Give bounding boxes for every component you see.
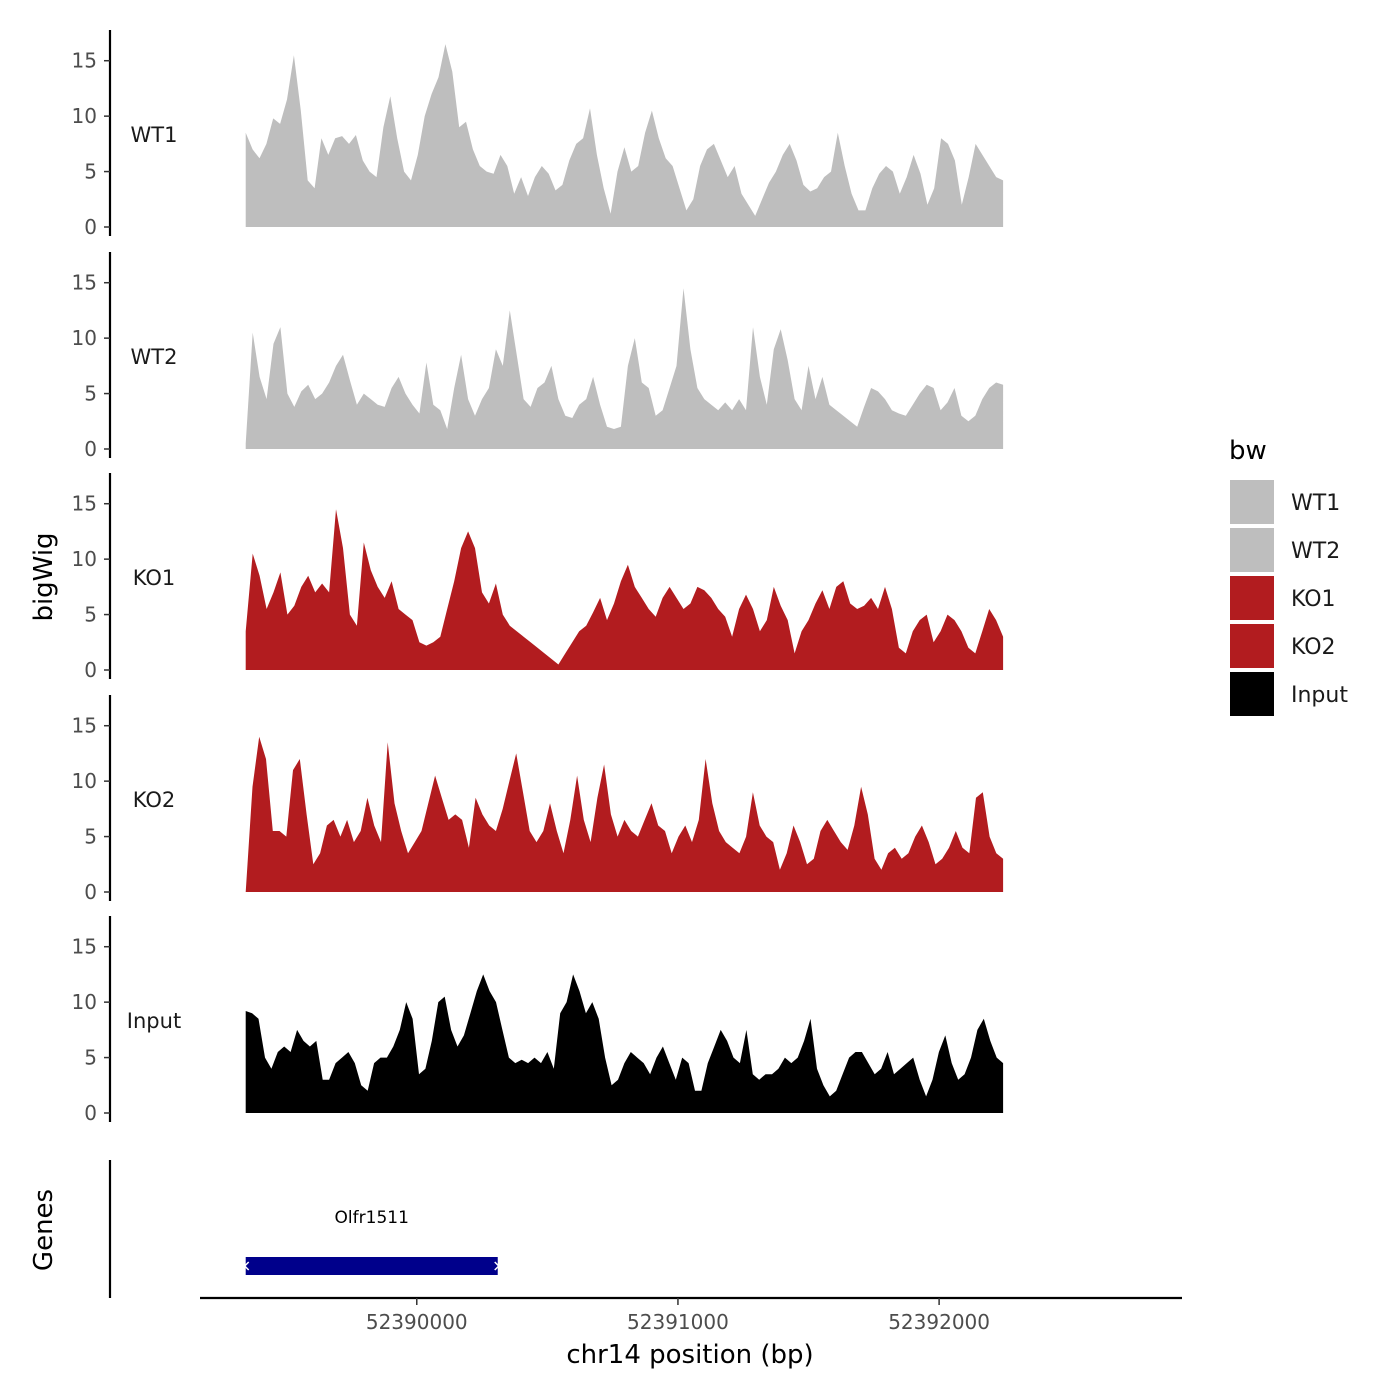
track-input: 0 5 10 15 Input bbox=[72, 916, 1004, 1125]
y-tick-label: 10 bbox=[72, 547, 97, 571]
legend-key-ko1 bbox=[1230, 576, 1274, 620]
y-tick-label: 15 bbox=[72, 492, 97, 516]
area-wt2 bbox=[245, 288, 1004, 449]
y-tick-label: 0 bbox=[84, 880, 97, 904]
gene-label: Olfr1511 bbox=[335, 1208, 409, 1228]
signal-tracks: 0 5 10 15 WT1 0 5 10 15 WT2 0 5 10 15 KO1 0 5 10 15 KO2 0 5 10… bbox=[72, 30, 1004, 1125]
area-wt1 bbox=[245, 44, 1004, 227]
y-tick-label: 0 bbox=[84, 1101, 97, 1125]
track-label-wt2: WT2 bbox=[131, 345, 178, 369]
legend-key-wt1 bbox=[1230, 480, 1274, 524]
track-ko2: 0 5 10 15 KO2 bbox=[72, 695, 1004, 904]
y-tick-label: 15 bbox=[72, 714, 97, 738]
y-tick-label: 5 bbox=[84, 1046, 97, 1070]
legend-label-input: Input bbox=[1291, 683, 1348, 708]
y-tick-label: 5 bbox=[84, 382, 97, 406]
y-tick-label: 5 bbox=[84, 825, 97, 849]
y-tick-label: 0 bbox=[84, 658, 97, 682]
y-tick-label: 0 bbox=[84, 215, 97, 239]
area-ko2 bbox=[245, 736, 1004, 892]
legend-label-ko1: KO1 bbox=[1291, 587, 1336, 612]
y-tick-label: 15 bbox=[72, 49, 97, 73]
y-tick-label: 0 bbox=[84, 437, 97, 461]
legend: bw WT1 WT2 KO1 KO2 Input bbox=[1229, 436, 1348, 716]
legend-key-wt2 bbox=[1230, 528, 1274, 572]
gene-body bbox=[245, 1257, 498, 1275]
genes-panel: Olfr1511 bbox=[108, 1160, 500, 1298]
track-label-input: Input bbox=[127, 1009, 181, 1033]
gene-strand-arrows bbox=[243, 1261, 500, 1271]
track-label-ko2: KO2 bbox=[133, 788, 176, 812]
x-tick-label: 52390000 bbox=[366, 1310, 468, 1334]
y-tick-label: 15 bbox=[72, 271, 97, 295]
y-tick-label: 10 bbox=[72, 769, 97, 793]
y-tick-label: 5 bbox=[84, 603, 97, 627]
area-input bbox=[245, 974, 1004, 1113]
legend-key-ko2 bbox=[1230, 624, 1274, 668]
track-wt1: 0 5 10 15 WT1 bbox=[72, 30, 1004, 239]
genes-axis-title: Genes bbox=[29, 1189, 59, 1271]
track-label-wt1: WT1 bbox=[131, 123, 178, 147]
x-axis-title: chr14 position (bp) bbox=[566, 1340, 813, 1370]
x-tick-label: 52391000 bbox=[627, 1310, 729, 1334]
area-ko1 bbox=[245, 509, 1004, 670]
x-axis: 52390000 52391000 52392000 bbox=[200, 1296, 1182, 1334]
y-axis-title: bigWig bbox=[29, 532, 59, 621]
y-tick-label: 5 bbox=[84, 160, 97, 184]
legend-label-ko2: KO2 bbox=[1291, 635, 1336, 660]
track-wt2: 0 5 10 15 WT2 bbox=[72, 252, 1004, 461]
y-tick-label: 10 bbox=[72, 326, 97, 350]
track-ko1: 0 5 10 15 KO1 bbox=[72, 473, 1004, 682]
y-tick-label: 10 bbox=[72, 990, 97, 1014]
x-tick-label: 52392000 bbox=[888, 1310, 990, 1334]
legend-label-wt2: WT2 bbox=[1291, 539, 1340, 564]
legend-label-wt1: WT1 bbox=[1291, 491, 1340, 516]
y-tick-label: 15 bbox=[72, 935, 97, 959]
legend-key-input bbox=[1230, 672, 1274, 716]
y-tick-label: 10 bbox=[72, 104, 97, 128]
legend-title: bw bbox=[1229, 436, 1267, 466]
track-label-ko1: KO1 bbox=[133, 566, 176, 590]
